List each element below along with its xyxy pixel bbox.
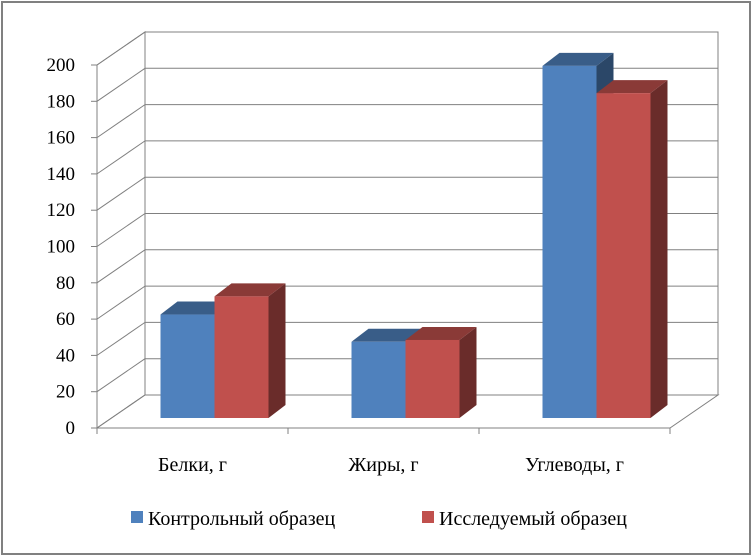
category-labels: Белки, г Жиры, г Углеводы, г xyxy=(158,454,624,476)
gridline-side xyxy=(96,285,146,320)
y-tick-label: 180 xyxy=(47,91,76,112)
bar xyxy=(214,283,286,418)
y-tick-label: 40 xyxy=(56,345,75,366)
bar-side xyxy=(459,326,477,418)
bar-top xyxy=(596,80,668,94)
y-tick-label: 160 xyxy=(47,128,76,149)
bar-top xyxy=(405,326,477,340)
y-axis-ticks: 0 20 40 60 80 100 120 140 160 180 200 xyxy=(47,55,98,439)
category-label: Белки, г xyxy=(158,454,227,476)
gridline-side xyxy=(96,358,146,393)
legend-label: Контрольный образец xyxy=(148,508,336,530)
y-tick-label: 120 xyxy=(47,200,76,221)
category-label: Жиры, г xyxy=(348,454,418,476)
bar-front xyxy=(596,93,651,419)
y-tick-label: 60 xyxy=(56,309,75,330)
gridline-side xyxy=(96,213,146,247)
bar-front xyxy=(214,296,269,418)
bar-front xyxy=(542,65,597,418)
bar-top xyxy=(351,328,423,342)
legend-item: Контрольный образец xyxy=(131,508,336,530)
bar-top xyxy=(542,52,614,66)
bar-side xyxy=(650,80,668,419)
legend-label: Исследуемый образец xyxy=(439,508,627,530)
gridline-side xyxy=(96,140,146,175)
legend: Контрольный образец Исследуемый образец xyxy=(131,508,627,530)
gridline-side xyxy=(96,321,146,356)
bar-top xyxy=(160,301,232,315)
y-tick-label: 200 xyxy=(47,55,76,76)
bar xyxy=(596,80,668,419)
bar-front xyxy=(160,314,215,418)
gridline-side xyxy=(96,249,146,284)
y-tick-label: 20 xyxy=(56,382,75,403)
bar xyxy=(405,326,477,418)
y-tick-label: 100 xyxy=(47,237,76,258)
bar-side xyxy=(268,283,286,418)
legend-swatch xyxy=(422,511,434,523)
x-axis xyxy=(96,427,671,434)
legend-item: Исследуемый образец xyxy=(422,508,627,530)
gridline-side xyxy=(96,176,146,211)
bar-front xyxy=(405,339,460,418)
y-tick-label: 0 xyxy=(66,418,76,439)
y-tick-label: 80 xyxy=(56,273,75,294)
gridline-side xyxy=(96,67,146,102)
gridline-side xyxy=(96,31,146,66)
bars xyxy=(160,52,668,419)
legend-swatch xyxy=(131,511,143,523)
gridline-side xyxy=(96,394,146,429)
gridline-side xyxy=(96,104,146,139)
bar-front xyxy=(351,341,406,418)
y-tick-label: 140 xyxy=(47,164,76,185)
bar-top xyxy=(214,283,286,297)
category-label: Углеводы, г xyxy=(525,454,624,476)
